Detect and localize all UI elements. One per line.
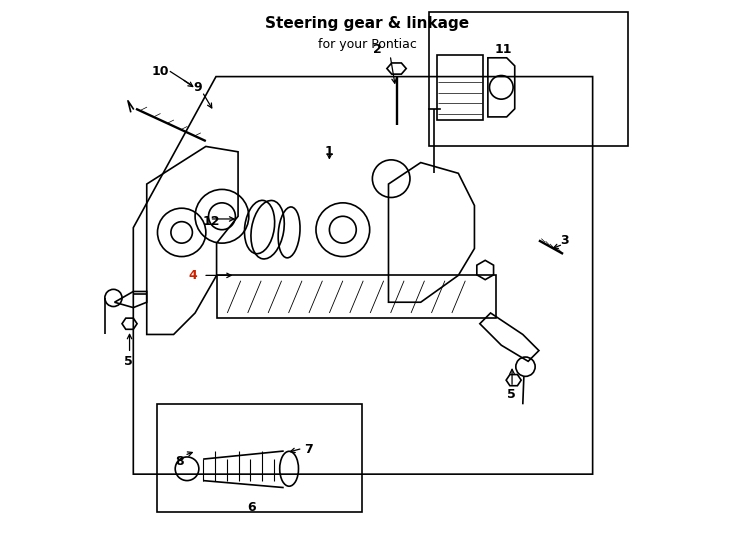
Bar — [158, 404, 362, 512]
Text: 12: 12 — [203, 215, 220, 228]
Text: 10: 10 — [151, 65, 169, 78]
Text: 6: 6 — [247, 501, 256, 514]
Text: 5: 5 — [506, 388, 515, 401]
Text: 11: 11 — [494, 43, 512, 56]
Text: 5: 5 — [123, 355, 132, 368]
Text: 3: 3 — [560, 234, 569, 247]
Bar — [429, 12, 628, 146]
Text: for your Pontiac: for your Pontiac — [318, 38, 416, 51]
Text: 7: 7 — [305, 443, 313, 456]
Text: 9: 9 — [194, 81, 202, 94]
Text: 2: 2 — [374, 43, 382, 56]
Bar — [217, 275, 496, 319]
Text: Steering gear & linkage: Steering gear & linkage — [265, 16, 469, 31]
Text: 1: 1 — [325, 145, 334, 158]
Text: 4: 4 — [188, 269, 197, 282]
Bar — [437, 55, 482, 119]
Text: 8: 8 — [175, 455, 184, 468]
